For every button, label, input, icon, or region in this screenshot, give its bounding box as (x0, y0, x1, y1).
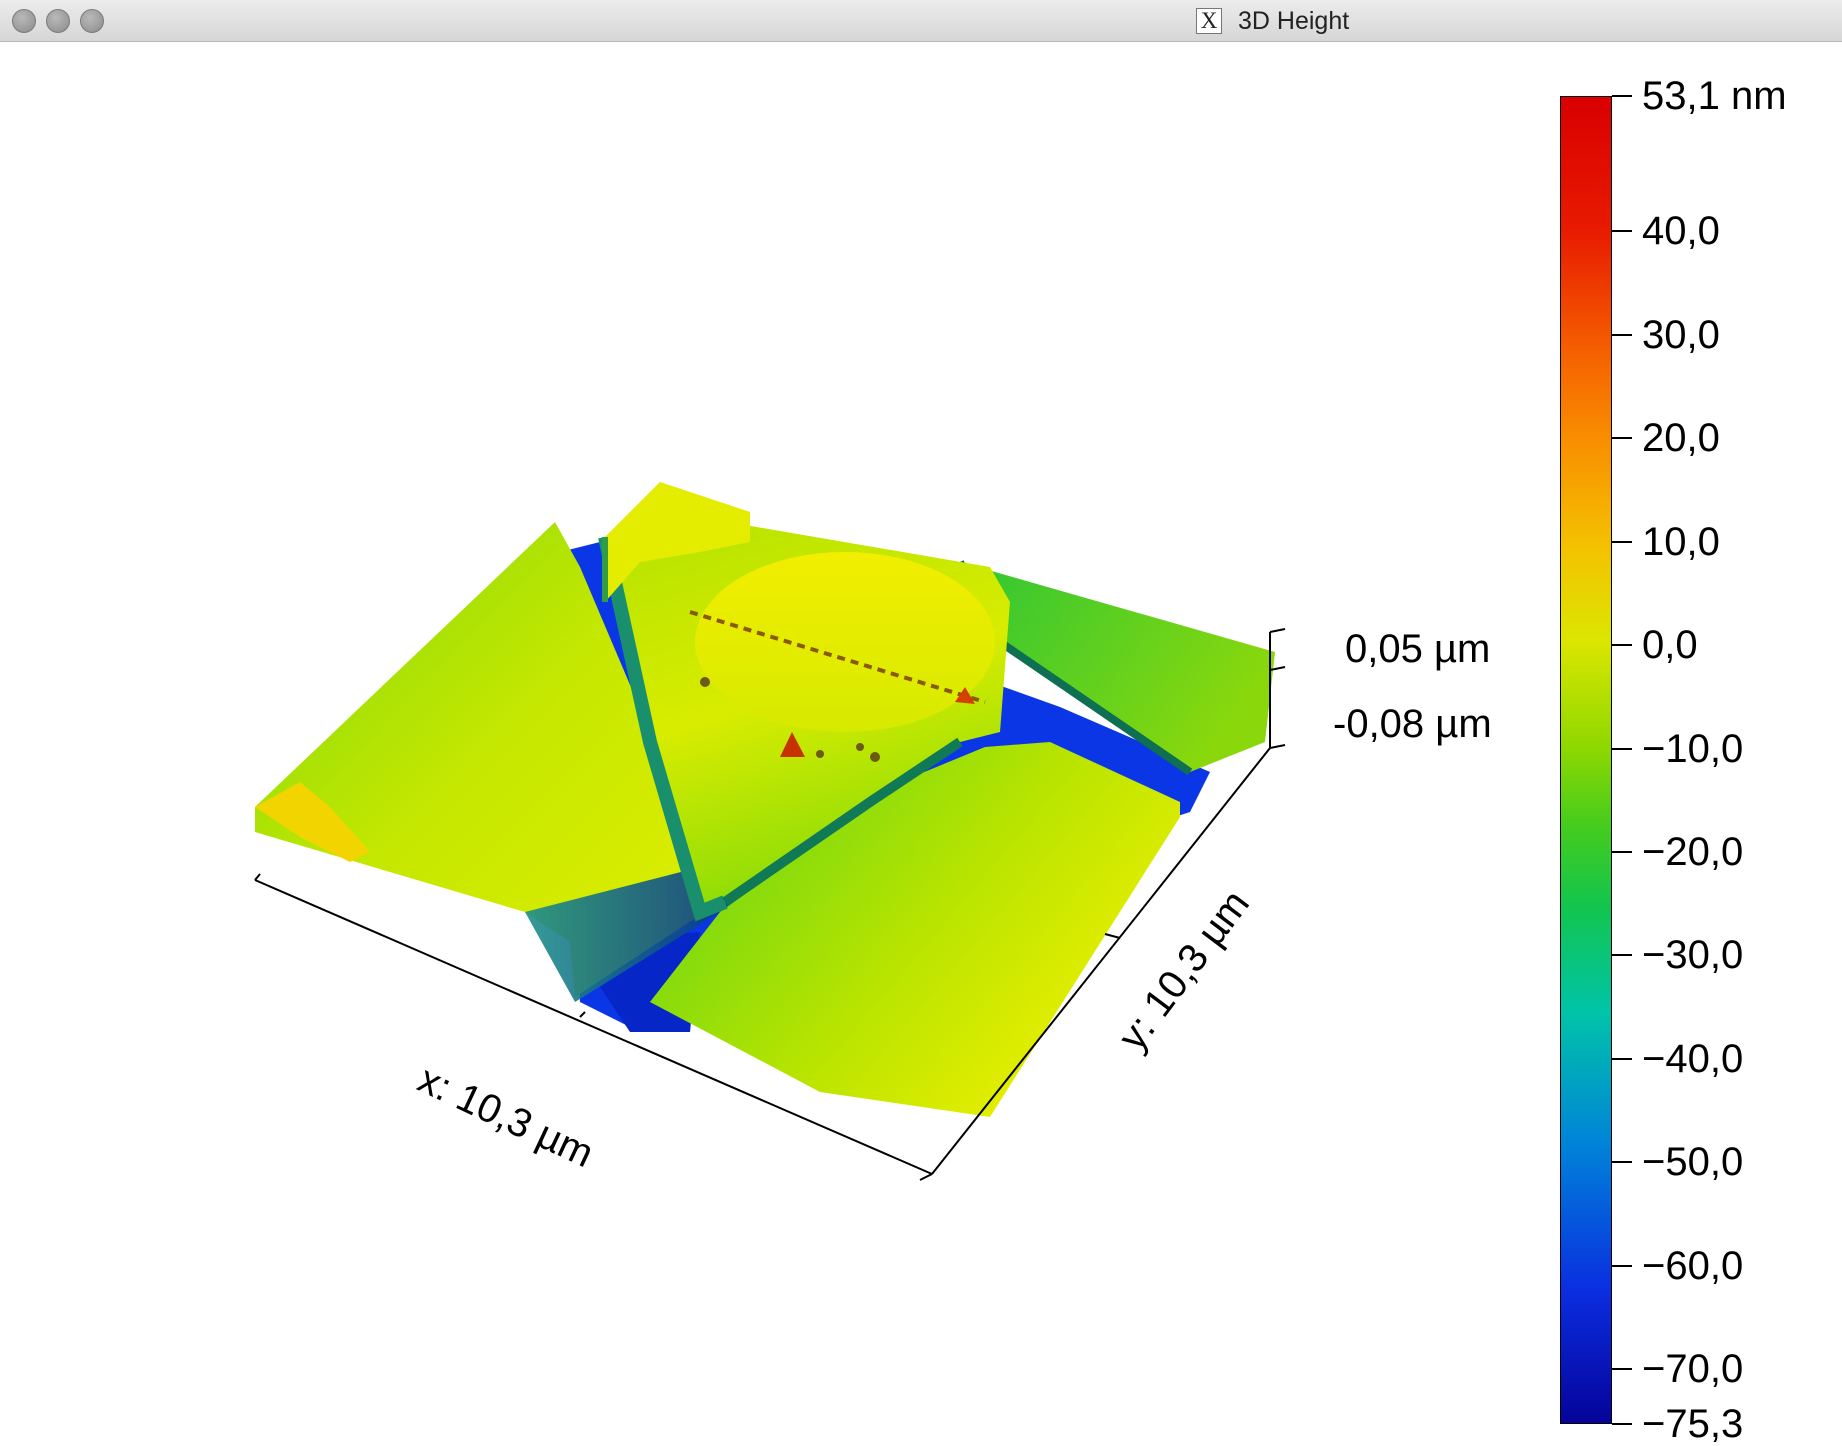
colorbar-tick-label: −75,3 (1642, 1402, 1744, 1446)
colorbar-tick-label: 10,0 (1642, 519, 1720, 564)
left-plateau (255, 522, 720, 997)
x-axis-tick (254, 873, 261, 881)
colorbar-tick-label: 53,1 nm (1642, 74, 1787, 118)
window-title-group: X 3D Height (1196, 6, 1349, 36)
close-button[interactable] (12, 9, 36, 33)
colorbar-tick-label: 30,0 (1642, 312, 1720, 357)
central-dome (695, 552, 995, 732)
surface-particle (700, 677, 710, 687)
left-plateau-wall (525, 862, 720, 1002)
colorbar-tick-mark (1612, 1057, 1632, 1060)
colorbar-tick-mark (1612, 95, 1632, 97)
central-mesa-left-wall (598, 535, 728, 922)
x-axis-tick (579, 1011, 586, 1018)
colorbar-tick-mark (1612, 1368, 1632, 1371)
x11-icon: X (1196, 8, 1222, 34)
colorbar-tick-label: −60,0 (1642, 1243, 1744, 1288)
window-title: 3D Height (1238, 6, 1350, 35)
surface-peak (780, 732, 805, 757)
surface-3d-view[interactable] (0, 42, 1550, 1441)
surface-particle (856, 743, 864, 751)
z-axis-tick (1269, 744, 1286, 749)
z-axis-bottom-label: -0,08 µm (1333, 702, 1492, 746)
z-axis-top-label: 0,05 µm (1345, 627, 1491, 671)
colorbar-tick-label: 20,0 (1642, 416, 1720, 461)
colorbar-tick-mark (1612, 1423, 1632, 1425)
x-axis-tick (919, 1173, 933, 1181)
colorbar-tick-label: −50,0 (1642, 1140, 1744, 1185)
colorbar-tick-label: 40,0 (1642, 209, 1720, 254)
colorbar-tick-mark (1612, 1264, 1632, 1267)
colorbar-tick-mark (1612, 1161, 1632, 1164)
zoom-button[interactable] (80, 9, 104, 33)
colorbar-tick-mark (1612, 954, 1632, 957)
colorbar-tick-label: −40,0 (1642, 1036, 1744, 1081)
colorbar-tick-label: −70,0 (1642, 1347, 1744, 1392)
back-right-plateau (960, 562, 1275, 772)
back-left-block (605, 482, 750, 602)
colorbar-tick-mark (1612, 437, 1632, 440)
minimize-button[interactable] (46, 9, 70, 33)
colorbar-tick-label: 0,0 (1642, 623, 1698, 668)
surface-peak-secondary (955, 687, 975, 704)
colorbar-tick-mark (1612, 230, 1632, 233)
dome-scratch-line (689, 610, 986, 704)
colorbar-tick-mark (1612, 851, 1632, 854)
z-axis-tick (1269, 628, 1286, 633)
colorbar-tick-mark (1612, 644, 1632, 647)
plot-area[interactable]: x: 10,3 µm y: 10,3 µm 0,05 µm -0,08 µm 5… (0, 42, 1842, 1446)
z-axis-tick (1269, 666, 1286, 671)
y-axis-line (931, 747, 1271, 1175)
left-edge-warm-patch (255, 782, 370, 862)
colorbar-tick-label: −20,0 (1642, 830, 1744, 875)
colorbar (1560, 96, 1612, 1424)
surface-particle (870, 752, 880, 762)
surface-particle (816, 750, 824, 758)
colorbar-tick-mark (1612, 333, 1632, 336)
x-axis-line (254, 879, 933, 1175)
colorbar-tick-mark (1612, 540, 1632, 543)
right-plateau (650, 742, 1180, 1117)
central-mesa-right-wall (722, 737, 963, 907)
colorbar-tick-label: −30,0 (1642, 933, 1744, 978)
colorbar-tick-label: −10,0 (1642, 726, 1744, 771)
y-axis-tick (1104, 933, 1121, 939)
title-bar: X 3D Height (0, 0, 1842, 42)
colorbar-tick-mark (1612, 747, 1632, 750)
